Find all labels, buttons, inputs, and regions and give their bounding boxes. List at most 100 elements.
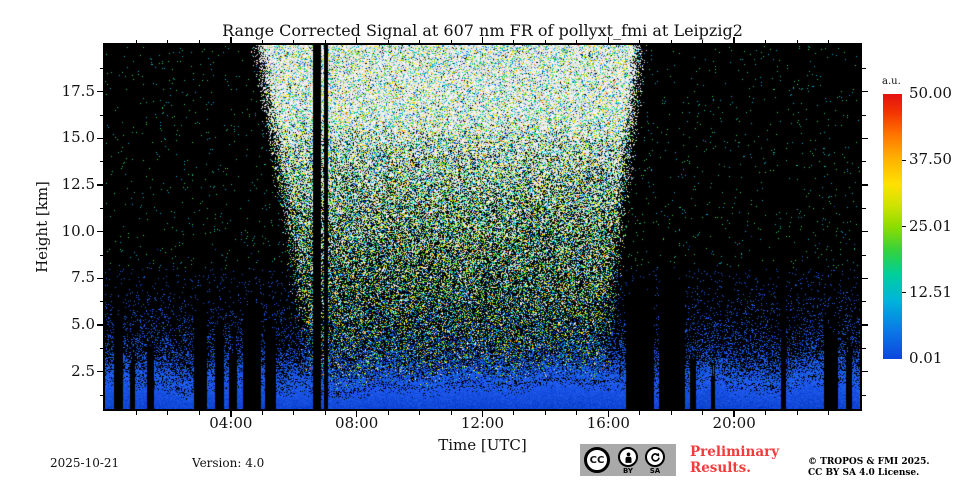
- colorbar: [883, 94, 902, 359]
- colorbar-unit-label: a.u.: [882, 76, 901, 87]
- y-major-tick-left: [97, 230, 103, 233]
- y-minor-tick-left: [99, 254, 103, 256]
- x-major-tick-bottom: [481, 411, 484, 417]
- copyright-line1: © TROPOS & FMI 2025.: [808, 457, 930, 467]
- y-major-tick-left: [97, 137, 103, 140]
- x-minor-tick-bottom: [576, 411, 578, 415]
- colorbar-tick: [902, 159, 906, 161]
- preliminary-results-note: Preliminary Results.: [690, 444, 779, 476]
- y-major-tick-right: [862, 370, 868, 373]
- x-tick-label: 08:00: [335, 414, 379, 432]
- x-minor-tick-bottom: [670, 411, 672, 415]
- y-major-tick-right: [862, 137, 868, 140]
- y-tick-label: 15.0: [61, 128, 95, 147]
- x-minor-tick-top: [513, 39, 515, 43]
- x-major-tick-bottom: [607, 411, 610, 417]
- y-tick-label: 5.0: [71, 315, 95, 333]
- x-minor-tick-top: [670, 39, 672, 43]
- y-minor-tick-right: [862, 394, 866, 396]
- x-minor-tick-bottom: [324, 411, 326, 415]
- y-minor-tick-left: [99, 347, 103, 349]
- x-major-tick-top: [607, 37, 610, 43]
- colorbar-tick-label: 0.01: [909, 349, 943, 367]
- chart-title: Range Corrected Signal at 607 nm FR of p…: [222, 21, 743, 40]
- colorbar-tick: [902, 225, 906, 228]
- y-major-tick-right: [862, 277, 868, 280]
- x-minor-tick-top: [702, 39, 704, 43]
- y-minor-tick-right: [862, 161, 866, 163]
- x-minor-tick-bottom: [135, 411, 137, 415]
- x-axis-label: Time [UTC]: [438, 436, 527, 454]
- x-minor-tick-bottom: [513, 411, 515, 415]
- y-minor-tick-left: [99, 394, 103, 396]
- x-minor-tick-top: [765, 39, 767, 43]
- y-major-tick-left: [97, 90, 103, 93]
- x-minor-tick-bottom: [796, 411, 798, 415]
- x-major-tick-bottom: [733, 411, 735, 417]
- y-tick-label: 17.5: [61, 81, 95, 100]
- cc-icon-text: CC: [589, 454, 605, 466]
- x-minor-tick-top: [419, 39, 421, 43]
- x-minor-tick-bottom: [387, 411, 389, 415]
- colorbar-tick-label: 12.51: [909, 282, 952, 301]
- x-minor-tick-top: [324, 39, 326, 43]
- colorbar-tick-label: 25.01: [909, 216, 952, 235]
- x-minor-tick-top: [167, 39, 169, 43]
- y-major-tick-right: [862, 184, 868, 186]
- preliminary-line2: Results.: [690, 460, 751, 476]
- x-minor-tick-bottom: [419, 411, 421, 415]
- colorbar-tick: [902, 292, 906, 294]
- y-tick-label: 2.5: [71, 361, 95, 380]
- x-minor-tick-top: [796, 39, 798, 43]
- date-label: 2025-10-21: [50, 456, 120, 470]
- x-major-tick-top: [230, 37, 232, 43]
- x-minor-tick-top: [828, 39, 830, 43]
- y-minor-tick-right: [862, 67, 866, 69]
- cc-license-badge: CC BY SA: [580, 444, 676, 476]
- version-label: Version: 4.0: [192, 456, 265, 470]
- y-minor-tick-right: [862, 207, 866, 209]
- x-minor-tick-bottom: [450, 411, 452, 415]
- y-major-tick-left: [97, 324, 103, 326]
- preliminary-line1: Preliminary: [690, 444, 780, 460]
- y-major-tick-right: [862, 230, 868, 233]
- cc-by-label: BY: [622, 467, 634, 475]
- y-minor-tick-left: [99, 161, 103, 163]
- cc-sa-arrow-icon: [645, 447, 665, 467]
- colorbar-tick-label: 50.00: [909, 84, 952, 102]
- x-minor-tick-top: [544, 39, 546, 43]
- cc-icon: CC: [584, 447, 610, 473]
- y-minor-tick-left: [99, 301, 103, 303]
- y-major-tick-right: [862, 324, 868, 326]
- y-minor-tick-right: [862, 301, 866, 303]
- copyright-line2: CC BY SA 4.0 License.: [808, 467, 920, 478]
- x-major-tick-bottom: [355, 411, 358, 417]
- x-major-tick-bottom: [230, 411, 232, 417]
- x-major-tick-top: [481, 37, 484, 43]
- x-minor-tick-bottom: [544, 411, 546, 415]
- cc-sa-label: SA: [649, 467, 661, 475]
- y-tick-label: 10.0: [61, 221, 95, 240]
- x-tick-label: 04:00: [209, 414, 253, 432]
- y-tick-label: 12.5: [61, 175, 95, 193]
- x-minor-tick-bottom: [261, 411, 263, 415]
- x-major-tick-top: [733, 37, 735, 43]
- y-minor-tick-right: [862, 254, 866, 256]
- y-minor-tick-left: [99, 67, 103, 69]
- y-major-tick-left: [97, 370, 103, 373]
- x-minor-tick-bottom: [702, 411, 704, 415]
- y-minor-tick-right: [862, 347, 866, 349]
- y-tick-label: 7.5: [71, 268, 95, 287]
- y-major-tick-right: [862, 90, 868, 93]
- y-major-tick-left: [97, 184, 103, 186]
- x-minor-tick-bottom: [828, 411, 830, 415]
- y-minor-tick-right: [862, 114, 866, 116]
- x-minor-tick-top: [576, 39, 578, 43]
- x-minor-tick-top: [450, 39, 452, 43]
- x-minor-tick-bottom: [198, 411, 200, 415]
- x-minor-tick-top: [293, 39, 295, 43]
- y-minor-tick-left: [99, 207, 103, 209]
- x-minor-tick-bottom: [293, 411, 295, 415]
- x-tick-label: 16:00: [586, 414, 630, 432]
